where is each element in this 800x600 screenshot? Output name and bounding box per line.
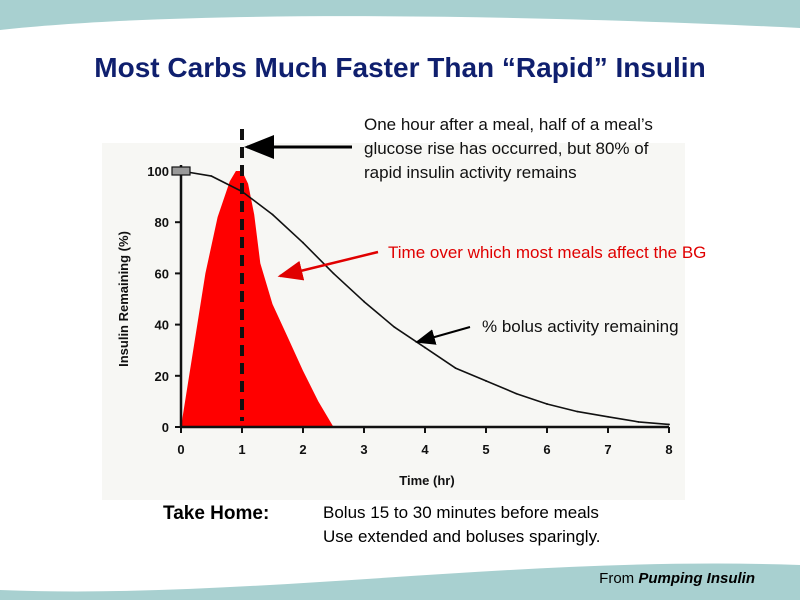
x-tick-label: 2: [299, 442, 306, 457]
insulin-point: [546, 403, 548, 405]
insulin-point: [668, 423, 670, 426]
one-hour-annotation: One hour after a meal, half of a meal’s …: [364, 113, 653, 185]
meal-effect-area: [181, 171, 334, 427]
insulin-point: [576, 410, 579, 413]
take-home-line-1: Bolus 15 to 30 minutes before meals: [323, 503, 599, 522]
insulin-point: [393, 326, 396, 329]
source-prefix: From: [599, 570, 639, 587]
y-tick-label: 40: [155, 318, 169, 333]
x-tick-label: 3: [360, 442, 367, 457]
x-tick-label: 4: [421, 442, 429, 457]
one-hour-line-2: glucose rise has occurred, but 80% of: [364, 139, 649, 158]
x-tick-label: 0: [177, 442, 184, 457]
one-hour-line-1: One hour after a meal, half of a meal’s: [364, 115, 653, 134]
x-tick-label: 1: [238, 442, 245, 457]
y-tick-label: 20: [155, 369, 169, 384]
slide-title: Most Carbs Much Faster Than “Rapid” Insu…: [94, 52, 706, 83]
insulin-point: [515, 392, 518, 395]
y-tick-label: 60: [155, 266, 169, 281]
y-tick-label: 100: [147, 164, 169, 179]
y-tick-label: 0: [162, 420, 169, 435]
insulin-point: [607, 415, 609, 418]
one-hour-line-3: rapid insulin activity remains: [364, 163, 577, 182]
y-tick-label: 80: [155, 215, 169, 230]
bottom-band: [0, 563, 800, 600]
insulin-point: [485, 380, 487, 382]
insulin-point: [271, 213, 274, 216]
x-tick-label: 7: [604, 442, 611, 457]
top-band: [0, 0, 800, 30]
x-tick-label: 6: [543, 442, 550, 457]
insulin-point: [637, 420, 640, 423]
insulin-point: [424, 346, 426, 349]
source-title: Pumping Insulin: [638, 570, 755, 587]
take-home-line-2: Use extended and boluses sparingly.: [323, 527, 601, 546]
start-marker: [171, 166, 191, 176]
chart-panel: 0 1 2 3 4 5 6 7 8 0 20 40 60 80 100 Time (hr) Insulin …: [102, 129, 685, 500]
insulin-point: [332, 272, 335, 275]
bolus-activity-annotation: % bolus activity remaining: [482, 317, 679, 336]
take-home-label: Take Home:: [163, 503, 270, 524]
x-tick-label: 8: [665, 442, 672, 457]
insulin-point: [302, 241, 304, 244]
x-axis-label: Time (hr): [399, 473, 454, 488]
source-credit: From Pumping Insulin: [599, 570, 755, 587]
x-tick-label: 5: [482, 442, 489, 457]
insulin-point: [210, 175, 213, 178]
y-axis-label: Insulin Remaining (%): [116, 231, 131, 367]
insulin-point: [454, 367, 457, 370]
meal-window-annotation: Time over which most meals affect the BG: [388, 243, 707, 262]
insulin-point: [363, 300, 365, 303]
